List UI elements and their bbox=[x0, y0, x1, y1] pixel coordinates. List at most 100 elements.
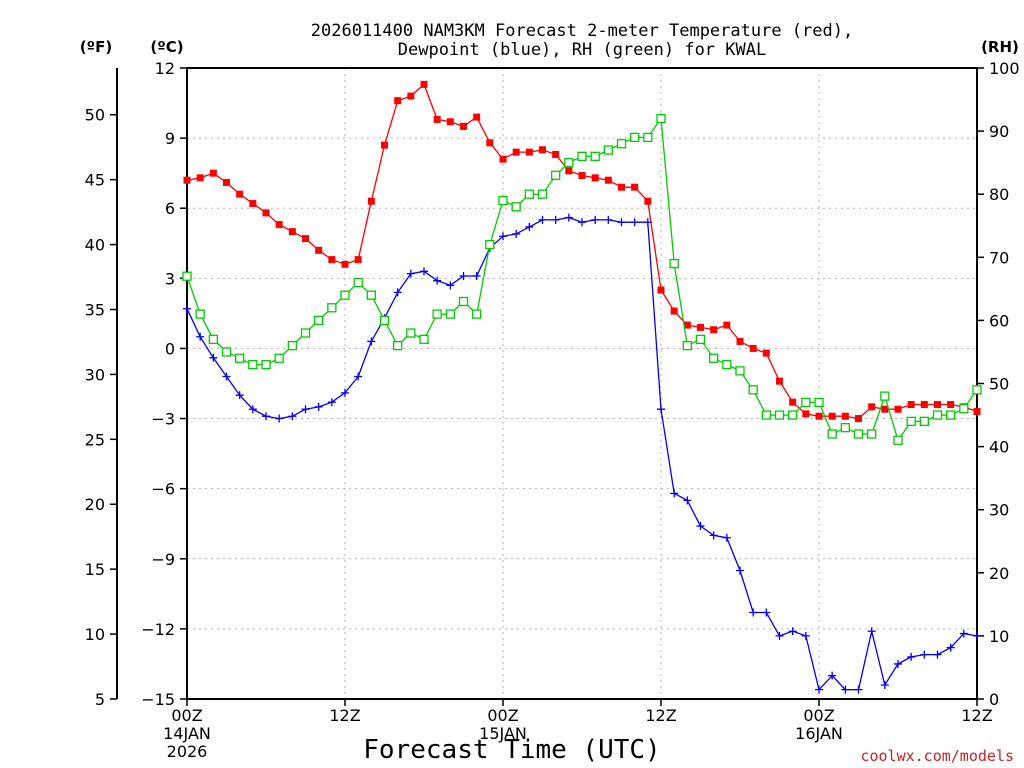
series-line-dewpoint bbox=[186, 216, 978, 692]
dewpoint-point bbox=[788, 627, 797, 636]
dewpoint-point bbox=[696, 522, 705, 531]
rh-point bbox=[261, 359, 271, 370]
temperature-point bbox=[473, 113, 481, 121]
series-line-rh bbox=[186, 116, 978, 442]
series-rh bbox=[182, 113, 982, 445]
celsius-tick-label: −15 bbox=[141, 690, 175, 709]
rh-point bbox=[814, 397, 824, 408]
dewpoint-point bbox=[420, 267, 428, 276]
dewpoint-point bbox=[973, 631, 981, 640]
celsius-tick-label: 9 bbox=[165, 129, 175, 148]
temperature-point bbox=[183, 176, 191, 184]
rh-tick-label: 10 bbox=[989, 627, 1009, 646]
x-tick-label: 00Z bbox=[171, 706, 202, 725]
dewpoint-point bbox=[775, 631, 784, 640]
rh-point bbox=[682, 340, 692, 351]
temperature-point bbox=[841, 412, 849, 420]
dewpoint-point bbox=[472, 271, 481, 280]
rh-point bbox=[300, 328, 311, 338]
fahrenheit-tick-label: 5 bbox=[95, 690, 105, 709]
rh-point bbox=[840, 423, 850, 433]
dewpoint-point bbox=[275, 414, 284, 423]
rh-point bbox=[590, 151, 600, 161]
rh-point bbox=[472, 309, 482, 319]
x-tick-label: 12Z bbox=[961, 706, 992, 725]
temperature-point bbox=[868, 403, 876, 411]
dewpoint-point bbox=[801, 631, 810, 640]
celsius-tick-label: 6 bbox=[165, 199, 175, 218]
dewpoint-point bbox=[670, 489, 679, 498]
series-dewpoint bbox=[183, 213, 981, 694]
dewpoint-point bbox=[196, 332, 205, 341]
dewpoint-point bbox=[235, 391, 244, 400]
rh-point bbox=[946, 410, 956, 420]
temperature-point bbox=[354, 256, 362, 264]
rh-point bbox=[327, 303, 337, 313]
rh-point bbox=[669, 258, 679, 269]
dewpoint-point bbox=[314, 402, 323, 411]
x-tick-label: 12Z bbox=[329, 706, 360, 725]
dewpoint-point bbox=[222, 372, 231, 381]
celsius-tick-label: −9 bbox=[151, 550, 175, 569]
dewpoint-point bbox=[617, 218, 626, 227]
temperature-point bbox=[710, 326, 718, 334]
rh-point bbox=[537, 189, 548, 199]
rh-point bbox=[498, 195, 508, 206]
temperature-point bbox=[762, 349, 770, 357]
dewpoint-point bbox=[643, 218, 652, 227]
dewpoint-point bbox=[959, 629, 968, 638]
dewpoint-point bbox=[525, 222, 534, 231]
temperature-point bbox=[934, 401, 941, 409]
temperature-point bbox=[749, 344, 757, 352]
rh-tick-label: 100 bbox=[989, 59, 1020, 78]
x-tick-date-label: 16JAN bbox=[795, 724, 843, 743]
dewpoint-point bbox=[933, 650, 942, 659]
rh-point bbox=[287, 340, 297, 351]
rh-point bbox=[551, 170, 561, 180]
temperature-point bbox=[644, 197, 652, 205]
temperature-point bbox=[618, 183, 625, 191]
rh-point bbox=[314, 315, 324, 326]
rh-point bbox=[695, 334, 706, 344]
rh-point bbox=[432, 309, 442, 319]
x-tick-label: 00Z bbox=[803, 706, 834, 725]
fahrenheit-tick-label: 40 bbox=[85, 236, 105, 255]
x-axis-title: Forecast Time (UTC) bbox=[363, 735, 660, 765]
temperature-point bbox=[315, 246, 323, 254]
fahrenheit-tick-label: 25 bbox=[85, 430, 105, 449]
dewpoint-point bbox=[920, 650, 929, 659]
rh-point bbox=[353, 277, 363, 288]
temperature-point bbox=[499, 155, 507, 163]
rh-point bbox=[458, 296, 469, 307]
temperature-point bbox=[394, 97, 402, 105]
tick-labels: 129630−3−6−9−12−155045403530252015105100… bbox=[85, 59, 1020, 761]
temperature-point bbox=[249, 200, 257, 208]
source-credit[interactable]: coolwx.com/models bbox=[860, 747, 1014, 765]
rh-unit-label: (RH) bbox=[981, 38, 1019, 56]
dewpoint-point bbox=[591, 215, 600, 224]
dewpoint-point bbox=[538, 215, 547, 224]
temperature-point bbox=[275, 221, 283, 229]
celsius-tick-label: 12 bbox=[155, 59, 175, 78]
temperature-point bbox=[802, 410, 810, 418]
rh-point bbox=[735, 366, 745, 376]
dewpoint-point bbox=[946, 643, 955, 652]
dewpoint-point bbox=[907, 652, 916, 661]
temperature-point bbox=[302, 235, 309, 243]
rh-point bbox=[893, 435, 903, 445]
rh-point bbox=[616, 139, 627, 149]
dewpoint-point bbox=[828, 671, 837, 680]
rh-point bbox=[906, 416, 916, 427]
rh-point bbox=[867, 429, 877, 439]
dewpoint-point bbox=[367, 337, 376, 346]
dewpoint-point bbox=[854, 685, 863, 694]
rh-tick-label: 40 bbox=[989, 438, 1009, 457]
temperature-point bbox=[855, 415, 862, 423]
dewpoint-point bbox=[564, 213, 573, 222]
temperature-point bbox=[894, 405, 902, 413]
temperature-point bbox=[789, 398, 797, 406]
temperature-point bbox=[828, 412, 836, 420]
dewpoint-point bbox=[499, 232, 507, 241]
rh-point bbox=[406, 328, 416, 338]
temperature-point bbox=[525, 148, 533, 156]
